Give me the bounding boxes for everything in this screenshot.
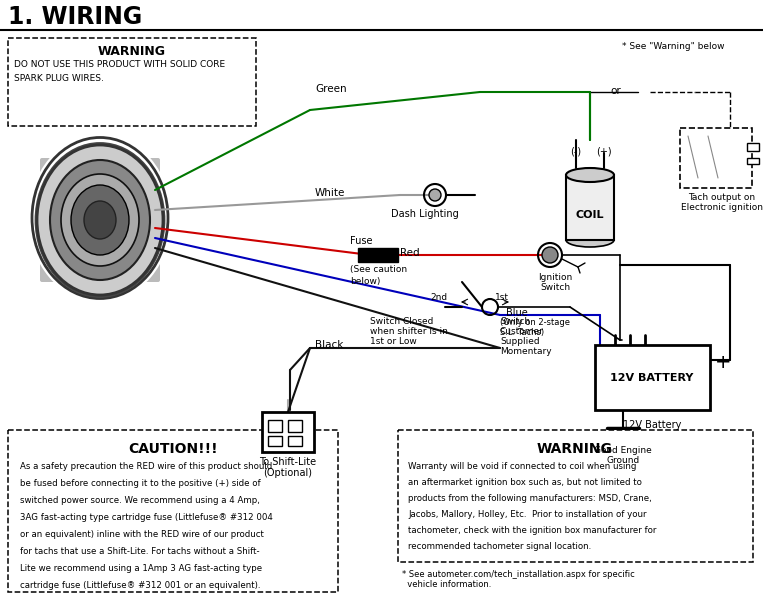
Text: Green: Green [315, 84, 346, 94]
Text: Customer: Customer [500, 327, 544, 336]
Bar [8, 430, 338, 592]
Text: 12V Battery: 12V Battery [623, 420, 681, 430]
Text: 12V BATTERY: 12V BATTERY [610, 373, 694, 383]
Text: CAUTION!!!: CAUTION!!! [128, 442, 217, 456]
Text: or an equivalent) inline with the RED wire of our product: or an equivalent) inline with the RED wi… [20, 530, 264, 539]
Ellipse shape [542, 247, 558, 263]
Text: Black: Black [315, 340, 343, 350]
Text: Blue: Blue [506, 308, 528, 318]
Text: Ignition: Ignition [538, 273, 572, 282]
Ellipse shape [84, 201, 116, 239]
Text: vehicle information.: vehicle information. [402, 580, 491, 589]
Ellipse shape [61, 174, 139, 266]
Bar [747, 143, 759, 151]
Text: WARNING: WARNING [98, 45, 166, 58]
Text: Dash Lighting: Dash Lighting [391, 209, 459, 219]
Text: an aftermarket ignition box such as, but not limited to: an aftermarket ignition box such as, but… [408, 478, 642, 487]
Bar [398, 430, 753, 562]
Text: (-): (-) [571, 147, 581, 157]
Text: Switch Closed: Switch Closed [370, 317, 433, 326]
Text: 1st: 1st [495, 293, 509, 302]
Text: (Only on 2-stage: (Only on 2-stage [500, 318, 570, 327]
Text: recommended tachometer signal location.: recommended tachometer signal location. [408, 542, 591, 551]
Text: Supplied: Supplied [500, 337, 539, 346]
Text: Ground: Ground [607, 456, 639, 465]
Bar [288, 420, 302, 432]
Text: * See "Warning" below: * See "Warning" below [622, 42, 725, 51]
Text: COIL: COIL [576, 210, 604, 220]
Bar [288, 436, 302, 446]
Text: (See caution: (See caution [350, 265, 407, 274]
Text: 2nd: 2nd [430, 293, 447, 302]
Text: * See autometer.com/tech_installation.aspx for specific: * See autometer.com/tech_installation.as… [402, 570, 635, 579]
Ellipse shape [566, 233, 614, 247]
Text: +: + [715, 353, 732, 372]
Text: below): below) [350, 277, 381, 286]
Text: Fuse: Fuse [350, 236, 372, 246]
Text: (+): (+) [596, 147, 612, 157]
Ellipse shape [35, 142, 165, 298]
Ellipse shape [566, 168, 614, 182]
Text: Good Engine: Good Engine [594, 446, 652, 455]
Text: cartridge fuse (Littlefuse® #312 001 or an equivalent).: cartridge fuse (Littlefuse® #312 001 or … [20, 581, 260, 590]
Text: Lite we recommend using a 1Amp 3 AG fast-acting type: Lite we recommend using a 1Amp 3 AG fast… [20, 564, 262, 573]
Text: Momentary: Momentary [500, 347, 552, 356]
Text: SPARK PLUG WIRES.: SPARK PLUG WIRES. [14, 74, 104, 83]
Text: when shifter is in: when shifter is in [370, 327, 448, 336]
Bar [268, 436, 282, 446]
Ellipse shape [37, 145, 163, 295]
Ellipse shape [429, 189, 441, 201]
Text: Switch: Switch [500, 317, 530, 326]
Bar [8, 38, 256, 126]
Ellipse shape [50, 160, 150, 280]
Text: 1. WIRING: 1. WIRING [8, 5, 142, 29]
Bar [358, 248, 398, 262]
Ellipse shape [71, 185, 129, 255]
Text: Tach output on: Tach output on [688, 193, 755, 202]
Text: tachometer, check with the ignition box manufacturer for: tachometer, check with the ignition box … [408, 526, 656, 535]
Text: White: White [315, 188, 346, 198]
Text: (Optional): (Optional) [263, 468, 313, 478]
Text: switched power source. We recommend using a 4 Amp,: switched power source. We recommend usin… [20, 496, 260, 505]
Text: Electronic ignition: Electronic ignition [681, 203, 763, 212]
Text: be fused before connecting it to the positive (+) side of: be fused before connecting it to the pos… [20, 479, 261, 488]
FancyBboxPatch shape [40, 158, 160, 282]
Text: As a safety precaution the RED wire of this product should: As a safety precaution the RED wire of t… [20, 462, 272, 471]
Text: Switch: Switch [540, 283, 570, 292]
Text: products from the following manufacturers: MSD, Crane,: products from the following manufacturer… [408, 494, 652, 503]
Text: To Shift-Lite: To Shift-Lite [259, 457, 317, 467]
Text: 1st or Low: 1st or Low [370, 337, 417, 346]
Bar [680, 128, 752, 188]
Text: for tachs that use a Shift-Lite. For tachs without a Shift-: for tachs that use a Shift-Lite. For tac… [20, 547, 259, 556]
Bar [747, 158, 759, 164]
Text: Warranty will be void if connected to coil when using: Warranty will be void if connected to co… [408, 462, 636, 471]
Text: Jacobs, Mallory, Holley, Etc.  Prior to installation of your: Jacobs, Mallory, Holley, Etc. Prior to i… [408, 510, 646, 519]
Bar [566, 175, 614, 240]
Text: WARNING: WARNING [537, 442, 613, 456]
Bar [595, 345, 710, 410]
Text: 3AG fast-acting type cartridge fuse (Littlefuse® #312 004: 3AG fast-acting type cartridge fuse (Lit… [20, 513, 273, 522]
Text: Red: Red [400, 248, 420, 258]
Text: DO NOT USE THIS PRODUCT WITH SOLID CORE: DO NOT USE THIS PRODUCT WITH SOLID CORE [14, 60, 225, 69]
Text: or: or [610, 86, 621, 96]
Bar [262, 412, 314, 452]
Bar [268, 420, 282, 432]
Text: S.L. Tachs): S.L. Tachs) [500, 328, 544, 337]
